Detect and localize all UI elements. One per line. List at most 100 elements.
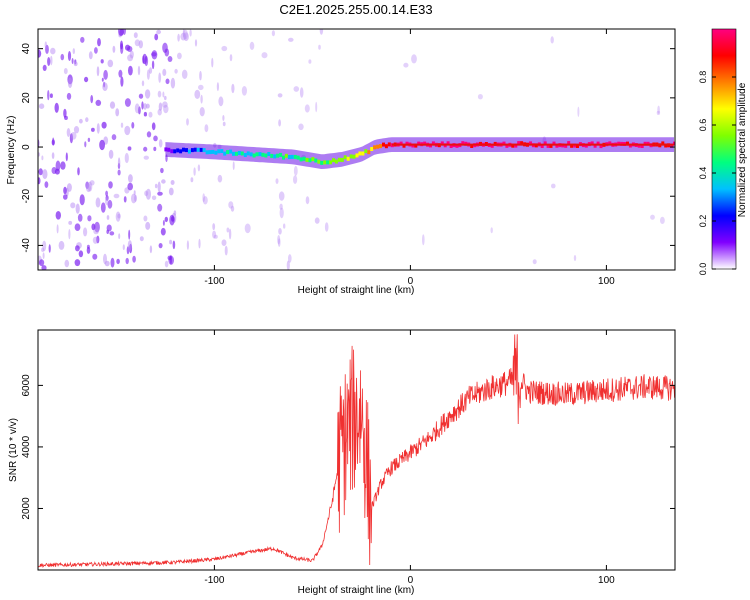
ridge-cell-128: [540, 144, 544, 148]
noise-speck-0-143: [133, 32, 138, 39]
ridge-cell-23: [232, 151, 235, 156]
noise-speck-0-209: [154, 33, 159, 41]
noise-speck-3-20: [277, 235, 281, 245]
noise-speck-0-129: [151, 50, 158, 60]
ridge-cell-7: [185, 148, 188, 153]
ridge-cell-48: [305, 157, 309, 162]
noise-speck-0-214: [67, 77, 73, 89]
noise-speck-0-137: [39, 259, 45, 267]
noise-speck-4-2: [422, 234, 425, 246]
noise-speck-0-132: [157, 203, 163, 212]
noise-speck-0-109: [120, 76, 124, 87]
noise-speck-0-15: [111, 134, 117, 141]
noise-speck-0-66: [127, 146, 132, 151]
noise-speck-3-26: [278, 191, 285, 201]
noise-speck-1-12: [204, 124, 209, 133]
noise-speck-1-38: [199, 107, 205, 117]
ridge-cell-64: [352, 154, 356, 159]
ridge-cell-18: [217, 149, 221, 154]
noise-speck-0-205: [149, 245, 153, 254]
ridge-cell-130: [546, 143, 550, 148]
noise-speck-4-11: [550, 36, 554, 44]
noise-speck-0-163: [73, 61, 78, 67]
noise-speck-1-1: [202, 196, 208, 205]
ridge-cell-71: [373, 145, 377, 150]
noise-speck-0-144: [105, 190, 108, 197]
noise-speck-0-164: [127, 240, 132, 251]
ridge-cell-133: [555, 143, 559, 148]
noise-speck-0-10: [131, 122, 135, 129]
noise-speck-4-6: [656, 110, 661, 115]
noise-speck-1-8: [186, 240, 189, 250]
noise-speck-1-19: [228, 228, 232, 240]
noise-speck-0-190: [64, 259, 70, 268]
noise-speck-0-56: [146, 131, 152, 138]
noise-speck-0-22: [68, 220, 73, 225]
ridge-cell-37: [273, 154, 277, 159]
noise-speck-0-75: [133, 190, 136, 196]
ridge-cell-46: [299, 157, 303, 162]
noise-speck-0-194: [64, 115, 68, 120]
noise-speck-1-24: [193, 167, 196, 176]
noise-speck-0-87: [94, 221, 100, 233]
noise-speck-0-177: [47, 90, 50, 101]
noise-speck-0-134: [47, 57, 51, 66]
ridge-cell-42: [287, 155, 291, 159]
noise-speck-0-29: [110, 257, 115, 268]
noise-speck-0-172: [164, 95, 167, 101]
ridge-cell-41: [284, 153, 288, 158]
spectrogram-y-tick-label-0: -40: [21, 238, 32, 253]
noise-speck-0-69: [170, 216, 175, 222]
noise-speck-0-114: [96, 123, 100, 134]
noise-speck-0-239: [38, 177, 41, 185]
ridge-cell-53: [320, 160, 324, 165]
noise-speck-1-0: [212, 223, 216, 231]
noise-speck-0-161: [158, 139, 163, 148]
ridge-cell-14: [205, 150, 209, 155]
noise-speck-1-10: [194, 39, 198, 47]
noise-speck-0-1: [127, 65, 133, 76]
noise-speck-0-40: [115, 108, 120, 117]
noise-speck-3-18: [278, 228, 282, 235]
noise-speck-0-142: [51, 152, 55, 160]
ridge-cell-5: [179, 149, 183, 154]
noise-speck-0-236: [129, 50, 134, 59]
noise-speck-0-181: [143, 215, 148, 222]
noise-speck-4-13: [490, 227, 493, 234]
noise-speck-0-141: [67, 51, 72, 61]
noise-speck-0-211: [54, 168, 60, 175]
noise-speck-1-3: [224, 245, 228, 256]
ridge-cell-15: [208, 150, 212, 155]
noise-speck-0-175: [60, 53, 65, 61]
snr-y-ticks: 2000 4000 6000: [21, 374, 675, 520]
noise-speck-0-159: [137, 65, 141, 76]
noise-speck-0-12: [71, 58, 74, 64]
ridge-cell-74: [382, 142, 385, 147]
ridge-cell-69: [367, 150, 371, 155]
noise-speck-0-221: [125, 257, 129, 265]
noise-speck-0-24: [118, 233, 121, 240]
noise-speck-0-120: [157, 181, 161, 193]
noise-speck-0-67: [127, 54, 134, 62]
noise-speck-0-222: [101, 121, 107, 129]
noise-speck-0-131: [93, 228, 99, 235]
noise-speck-0-97: [42, 252, 45, 259]
noise-speck-0-124: [170, 180, 175, 185]
noise-speck-0-203: [86, 244, 90, 249]
noise-speck-0-113: [66, 92, 72, 100]
ridge-cell-129: [543, 141, 547, 146]
noise-speck-0-148: [41, 247, 45, 252]
noise-speck-0-210: [38, 152, 41, 157]
colorbar-tick-label-0: 0.0: [698, 263, 708, 276]
noise-speck-1-39: [218, 96, 224, 107]
noise-speck-0-96: [145, 221, 151, 230]
noise-speck-0-32: [50, 55, 53, 66]
spectrogram-frame: [37, 28, 676, 271]
noise-speck-3-6: [293, 86, 300, 92]
noise-speck-1-23: [200, 94, 203, 104]
ridge-cell-29: [249, 152, 253, 157]
noise-speck-0-185: [116, 258, 120, 265]
noise-speck-0-155: [41, 155, 44, 161]
noise-speck-0-117: [172, 240, 176, 250]
